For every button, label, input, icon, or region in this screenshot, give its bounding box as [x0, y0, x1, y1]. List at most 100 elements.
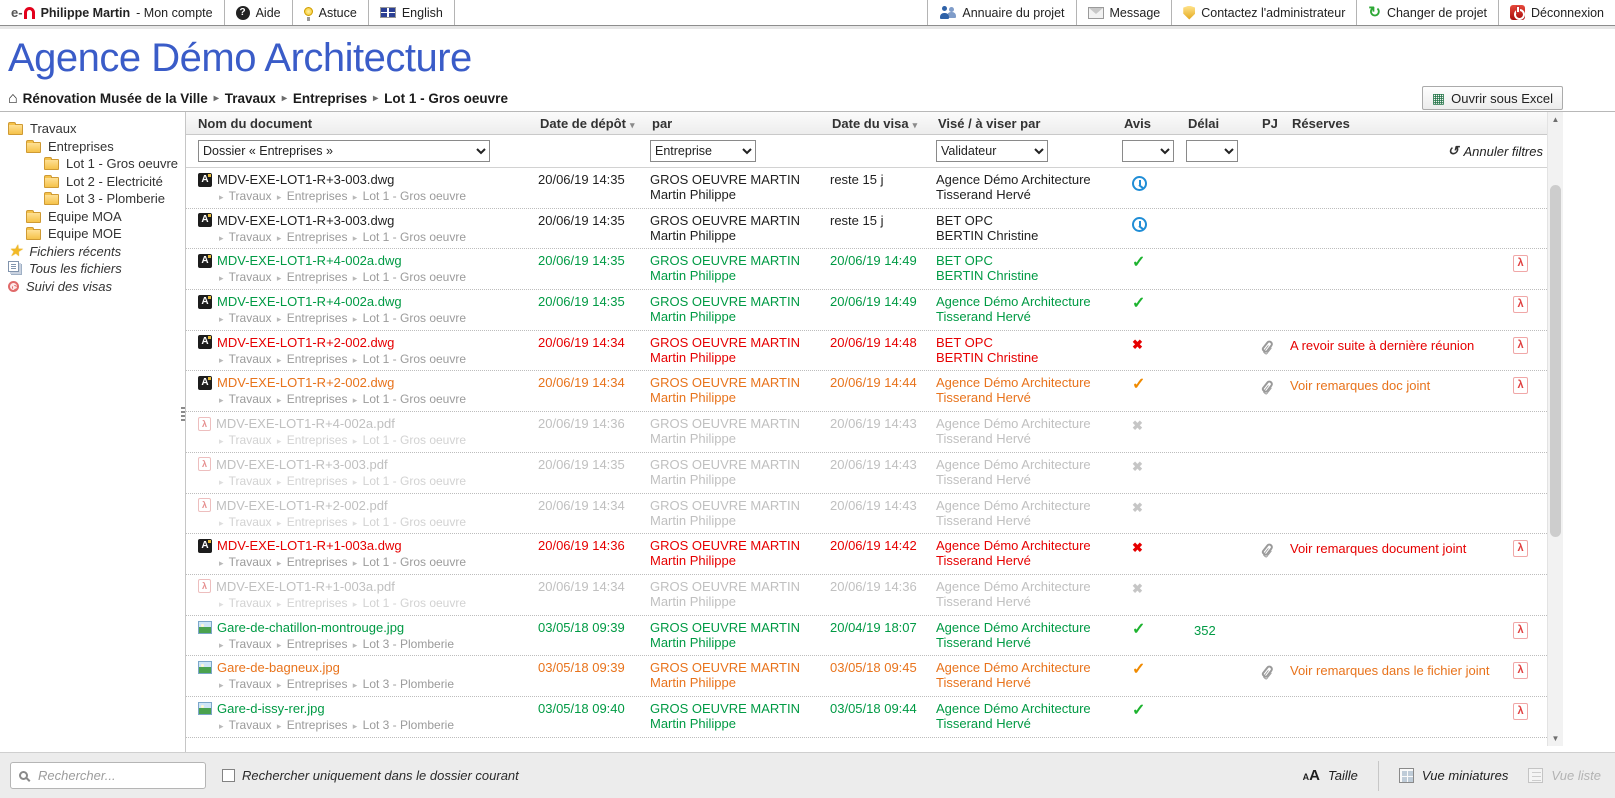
- doc-name-cell: MDV-EXE-LOT1-R+2-002.pdf ▸ Travaux ▸ Entr…: [186, 498, 538, 531]
- scroll-down-button[interactable]: ▼: [1551, 734, 1560, 743]
- table-body: MDV-EXE-LOT1-R+3-003.dwg ▸ Travaux ▸ Entr…: [186, 168, 1547, 752]
- folder-filter-select[interactable]: Dossier « Entreprises »: [198, 140, 490, 162]
- topbar-item-astuce[interactable]: Astuce: [293, 0, 369, 25]
- doc-path: ▸ Travaux ▸ Entreprises ▸ Lot 1 - Gros o…: [198, 474, 538, 490]
- pdf-download-icon[interactable]: [1513, 296, 1528, 314]
- search-box[interactable]: [10, 762, 206, 789]
- breadcrumb-item[interactable]: Entreprises: [292, 90, 368, 106]
- sidebar-item-travaux[interactable]: Travaux: [0, 120, 185, 138]
- approved-check-icon: [1132, 296, 1145, 311]
- table-row[interactable]: MDV-EXE-LOT1-R+4-002a.dwg▸ Travaux ▸ Ent…: [186, 249, 1547, 291]
- topbar-item-annuaire-du-projet[interactable]: Annuaire du projet: [927, 0, 1075, 25]
- table-row[interactable]: Gare-de-bagneux.jpg ▸ Travaux ▸ Entrepris…: [186, 656, 1547, 697]
- search-input[interactable]: [36, 767, 197, 784]
- pdf-download-icon[interactable]: [1513, 336, 1528, 354]
- sort-descending-icon: ▾: [912, 119, 918, 130]
- column-header-pj[interactable]: PJ: [1260, 116, 1290, 131]
- doc-name: MDV-EXE-LOT1-R+2-002.dwg: [217, 334, 395, 350]
- switch-project-icon: [1368, 6, 1381, 20]
- scrollbar-track[interactable]: [1548, 127, 1563, 731]
- sidebar-item-suivi-des-visas[interactable]: Suivi des visas: [0, 278, 185, 296]
- delai-value: [1186, 213, 1260, 246]
- column-header-vis-viser-par[interactable]: Visé / à viser par: [936, 116, 1122, 131]
- open-excel-button[interactable]: Ouvrir sous Excel: [1421, 86, 1563, 110]
- table-row[interactable]: MDV-EXE-LOT1-R+3-003.dwg ▸ Travaux ▸ Entr…: [186, 209, 1547, 250]
- vertical-scrollbar[interactable]: ▲ ▼: [1547, 112, 1563, 746]
- sidebar-item-equipe-moe[interactable]: Equipe MOE: [0, 225, 185, 243]
- deposited-by-person: Martin Philippe: [650, 471, 736, 487]
- pdf-download-icon[interactable]: [1513, 621, 1528, 639]
- avis-cell: [1122, 213, 1186, 246]
- doc-name: MDV-EXE-LOT1-R+3-003.dwg: [217, 172, 395, 187]
- company-filter-select[interactable]: Entreprise: [650, 140, 756, 162]
- table-row[interactable]: MDV-EXE-LOT1-R+3-003.pdf ▸ Travaux ▸ Entr…: [186, 453, 1547, 494]
- delai-filter-select[interactable]: [1186, 140, 1238, 162]
- column-header-nom-du-document[interactable]: Nom du document: [186, 116, 538, 131]
- table-row[interactable]: Gare-d-issy-rer.jpg ▸ Travaux ▸ Entrepris…: [186, 697, 1547, 738]
- avis-filter-select[interactable]: [1122, 140, 1174, 162]
- breadcrumb-item[interactable]: Lot 1 - Gros oeuvre: [384, 90, 508, 106]
- search-current-folder-checkbox[interactable]: [222, 769, 235, 782]
- sidebar-item-fichiers-r-cents[interactable]: Fichiers récents: [0, 243, 185, 261]
- topbar-item-english[interactable]: English: [369, 0, 455, 25]
- home-icon[interactable]: [8, 91, 18, 106]
- column-header-r-serves[interactable]: Réserves: [1290, 116, 1513, 131]
- topbar-item-contactez-administrateur[interactable]: Contactez l'administrateur: [1171, 0, 1356, 25]
- deposited-by: GROS OEUVRE MARTIN Martin Philippe: [650, 660, 830, 693]
- breadcrumb-item[interactable]: Travaux: [224, 90, 276, 106]
- column-header-d-lai[interactable]: Délai: [1186, 116, 1260, 131]
- message-icon: [1087, 6, 1104, 19]
- path-segment: Lot 3 - Plomberie: [359, 636, 455, 651]
- table-row[interactable]: MDV-EXE-LOT1-R+1-003a.pdf ▸ Travaux ▸ Ent…: [186, 575, 1547, 616]
- folder-icon: [26, 209, 41, 223]
- text-size-button[interactable]: Taille: [1303, 768, 1358, 783]
- search-scope-option[interactable]: Rechercher uniquement dans le dossier co…: [222, 768, 519, 783]
- column-header-par[interactable]: par: [650, 116, 830, 131]
- deposit-date: 20/06/19 14:34: [538, 578, 625, 594]
- table-row[interactable]: Gare-de-chatillon-montrouge.jpg ▸ Travaux…: [186, 616, 1547, 657]
- action-cell: [1513, 172, 1547, 205]
- pdf-download-icon[interactable]: [1513, 377, 1528, 395]
- pdf-download-icon[interactable]: [1513, 255, 1528, 273]
- sidebar-resize-handle[interactable]: [181, 407, 185, 423]
- table-row[interactable]: MDV-EXE-LOT1-R+4-002a.dwg▸ Travaux ▸ Ent…: [186, 290, 1547, 331]
- sidebar-item-entreprises[interactable]: Entreprises: [0, 138, 185, 156]
- topbar-item-aide[interactable]: Aide: [225, 0, 293, 25]
- approved-check-icon: [1132, 622, 1145, 637]
- path-segment: Entreprises: [283, 473, 351, 488]
- table-row[interactable]: MDV-EXE-LOT1-R+3-003.dwg ▸ Travaux ▸ Entr…: [186, 168, 1547, 209]
- sidebar-item-lot-2-electricit-[interactable]: Lot 2 - Electricité: [0, 173, 185, 191]
- pdf-download-icon[interactable]: [1513, 702, 1528, 720]
- topbar-item-message[interactable]: Message: [1075, 0, 1172, 25]
- sidebar-item-tous-les-fichiers[interactable]: Tous les fichiers: [0, 260, 185, 278]
- pdf-download-icon[interactable]: [1513, 662, 1528, 680]
- scroll-up-button[interactable]: ▲: [1551, 115, 1560, 124]
- breadcrumb-root[interactable]: Rénovation Musée de la Ville: [22, 90, 208, 106]
- thumbnails-view-button[interactable]: Vue miniatures: [1398, 768, 1508, 783]
- column-header-date-du-visa[interactable]: Date du visa ▾: [830, 116, 936, 131]
- deposited-by-org: GROS OEUVRE MARTIN: [650, 253, 801, 269]
- cancel-filters-button[interactable]: Annuler filtres: [1448, 143, 1547, 159]
- column-header-avis[interactable]: Avis: [1122, 116, 1186, 131]
- table-row[interactable]: MDV-EXE-LOT1-R+4-002a.pdf▸ Travaux ▸ Ent…: [186, 412, 1547, 453]
- table-row[interactable]: MDV-EXE-LOT1-R+2-002.pdf ▸ Travaux ▸ Entr…: [186, 494, 1547, 535]
- deposit-date: 20/06/19 14:35: [538, 294, 625, 310]
- topbar-item-account[interactable]: e- Philippe Martin - Mon compte: [0, 0, 225, 25]
- topbar-item-changer-de-projet[interactable]: Changer de projet: [1356, 0, 1498, 25]
- path-segment: Travaux: [225, 189, 275, 203]
- column-header-label: PJ: [1262, 115, 1278, 131]
- column-header-date-de-d-p-t[interactable]: Date de dépôt ▾: [538, 116, 650, 131]
- deposit-date: 20/06/19 14:35: [538, 456, 625, 472]
- sidebar-item-lot-3-plomberie[interactable]: Lot 3 - Plomberie: [0, 190, 185, 208]
- table-row[interactable]: MDV-EXE-LOT1-R+1-003a.dwg▸ Travaux ▸ Ent…: [186, 534, 1547, 575]
- scrollbar-thumb[interactable]: [1550, 185, 1561, 537]
- visa-date: 20/04/19 18:07: [830, 619, 917, 635]
- visa-by-org: Agence Démo Architecture: [936, 660, 1091, 676]
- sidebar-item-lot-1-gros-oeuvre[interactable]: Lot 1 - Gros oeuvre: [0, 155, 185, 173]
- validator-filter-select[interactable]: Validateur: [936, 140, 1048, 162]
- table-row[interactable]: MDV-EXE-LOT1-R+2-002.dwg▸ Travaux ▸ Entr…: [186, 331, 1547, 372]
- sidebar-item-equipe-moa[interactable]: Equipe MOA: [0, 208, 185, 226]
- topbar-item-deconnexion[interactable]: Déconnexion: [1498, 0, 1615, 25]
- table-row[interactable]: MDV-EXE-LOT1-R+2-002.dwg▸ Travaux ▸ Entr…: [186, 371, 1547, 413]
- pdf-download-icon[interactable]: [1513, 540, 1528, 558]
